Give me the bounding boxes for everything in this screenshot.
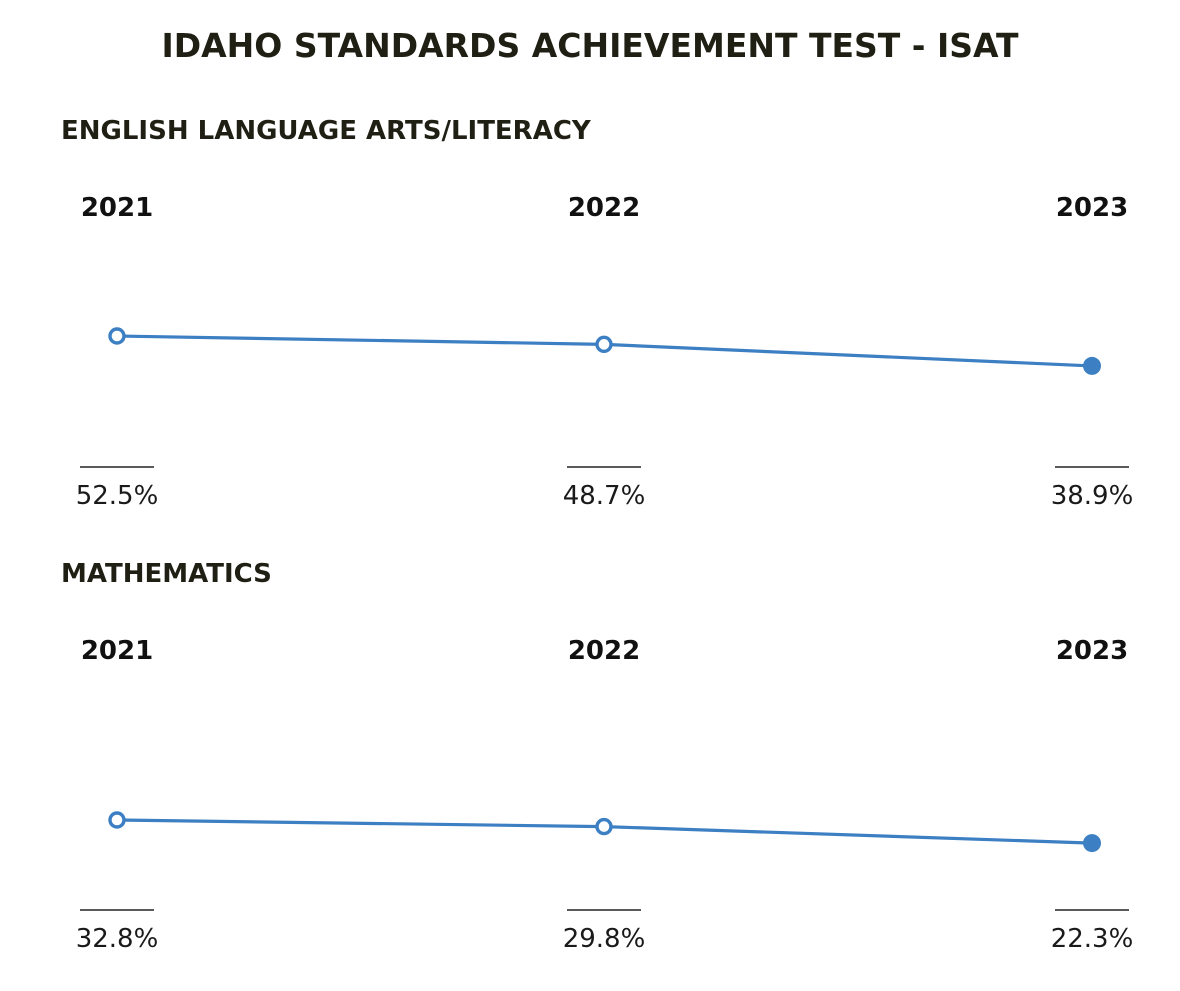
data-label-2022: 48.7% — [563, 481, 646, 511]
data-point-2022 — [595, 335, 613, 354]
year-label-2022: 2022 — [568, 636, 640, 666]
data-point-2023 — [1083, 834, 1101, 853]
year-label-2021: 2021 — [81, 636, 153, 666]
page-title: IDAHO STANDARDS ACHIEVEMENT TEST - ISAT — [161, 26, 1019, 65]
chart-title-math: MATHEMATICS — [61, 559, 272, 589]
year-label-2023: 2023 — [1056, 636, 1128, 666]
data-label-2023: 22.3% — [1051, 924, 1134, 954]
series-line-segment — [115, 818, 606, 829]
data-point-2021 — [108, 811, 126, 829]
data-point-2023 — [1083, 356, 1101, 375]
data-label-2021: 52.5% — [76, 481, 159, 511]
data-label-2021: 32.8% — [76, 924, 159, 954]
year-label-2022: 2022 — [568, 193, 640, 223]
data-label-2023: 38.9% — [1051, 481, 1134, 511]
ela-line-chart: 2021 2022 2023 52.5% 48.7% 38.9% — [76, 193, 1134, 511]
year-label-2021: 2021 — [81, 193, 153, 223]
series-line-segment — [115, 334, 606, 346]
data-point-2022 — [595, 817, 613, 836]
year-label-2023: 2023 — [1056, 193, 1128, 223]
series-line-segment — [602, 825, 1094, 845]
data-point-2021 — [108, 327, 126, 345]
data-label-2022: 29.8% — [563, 924, 646, 954]
chart-title-ela: ENGLISH LANGUAGE ARTS/LITERACY — [61, 116, 591, 146]
math-line-chart: 2021 2022 2023 32.8% 29.8% 22.3% — [76, 636, 1134, 954]
series-line-segment — [602, 342, 1094, 368]
